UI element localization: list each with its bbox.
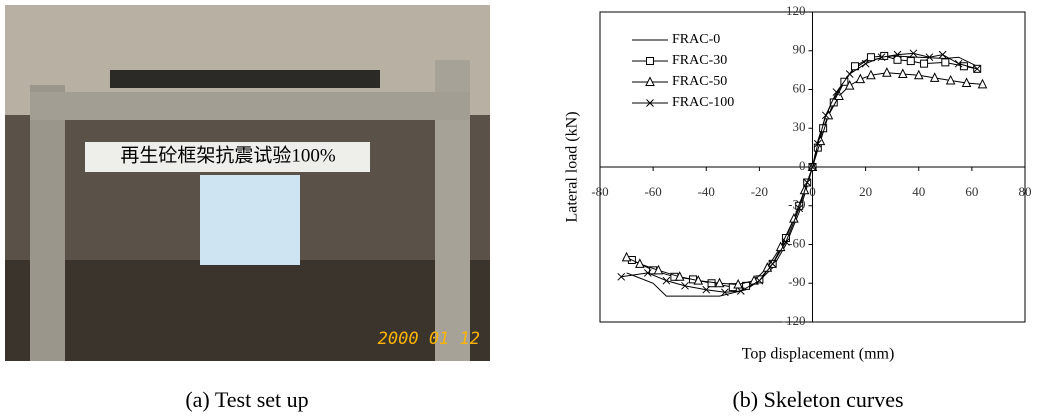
x-tick-label: 20: [859, 184, 872, 199]
y-tick-label: 30: [793, 119, 806, 134]
x-tick-label: -60: [644, 184, 661, 199]
x-tick-label: 60: [965, 184, 978, 199]
window: [200, 175, 300, 265]
legend-item: FRAC-100: [632, 95, 734, 110]
marker: [663, 277, 670, 284]
caption: (b) Skeleton curves: [732, 387, 903, 412]
x-tick-label: -40: [698, 184, 715, 199]
marker: [867, 54, 874, 61]
figure: 再生砼框架抗震试验100% 2000 01 12 (a) Test set up…: [0, 0, 1044, 419]
y-tick-label: 120: [786, 3, 806, 18]
marker: [846, 71, 853, 78]
legend-label: FRAC-50: [672, 74, 727, 89]
column-left: [30, 85, 65, 361]
legend-label: FRAC-100: [672, 95, 734, 110]
marker: [907, 58, 914, 65]
y-tick-label: 90: [793, 42, 806, 57]
legend-item: FRAC-0: [632, 32, 720, 47]
legend-label: FRAC-0: [672, 32, 720, 47]
banner-text: 再生砼框架抗震试验100%: [120, 144, 336, 166]
marker: [942, 59, 949, 66]
x-tick-label: 80: [1019, 184, 1032, 199]
caption: (a) Test set up: [185, 387, 308, 412]
legend-item: FRAC-50: [632, 74, 727, 89]
y-tick-label: 0: [799, 158, 806, 173]
marker: [883, 68, 891, 76]
legend-label: FRAC-30: [672, 53, 727, 68]
steel-beam: [110, 70, 380, 88]
timestamp: 2000 01 12: [378, 329, 480, 349]
beam: [30, 92, 470, 120]
x-tick-label: -20: [751, 184, 768, 199]
photo: 再生砼框架抗震试验100% 2000 01 12: [5, 5, 490, 361]
x-tick-label: -80: [591, 184, 608, 199]
y-tick-label: -60: [788, 235, 805, 250]
y-tick-label: -90: [788, 274, 805, 289]
legend-item: FRAC-30: [632, 53, 727, 68]
y-tick-label: 60: [793, 80, 806, 95]
y-tick-label: -120: [782, 313, 806, 328]
marker: [647, 58, 654, 65]
marker: [708, 280, 715, 287]
marker: [921, 60, 928, 67]
x-tick-label: 40: [912, 184, 925, 199]
x-axis-label: Top displacement (mm): [742, 346, 895, 363]
y-axis-label: Lateral load (kN): [564, 111, 581, 222]
marker: [636, 259, 644, 267]
